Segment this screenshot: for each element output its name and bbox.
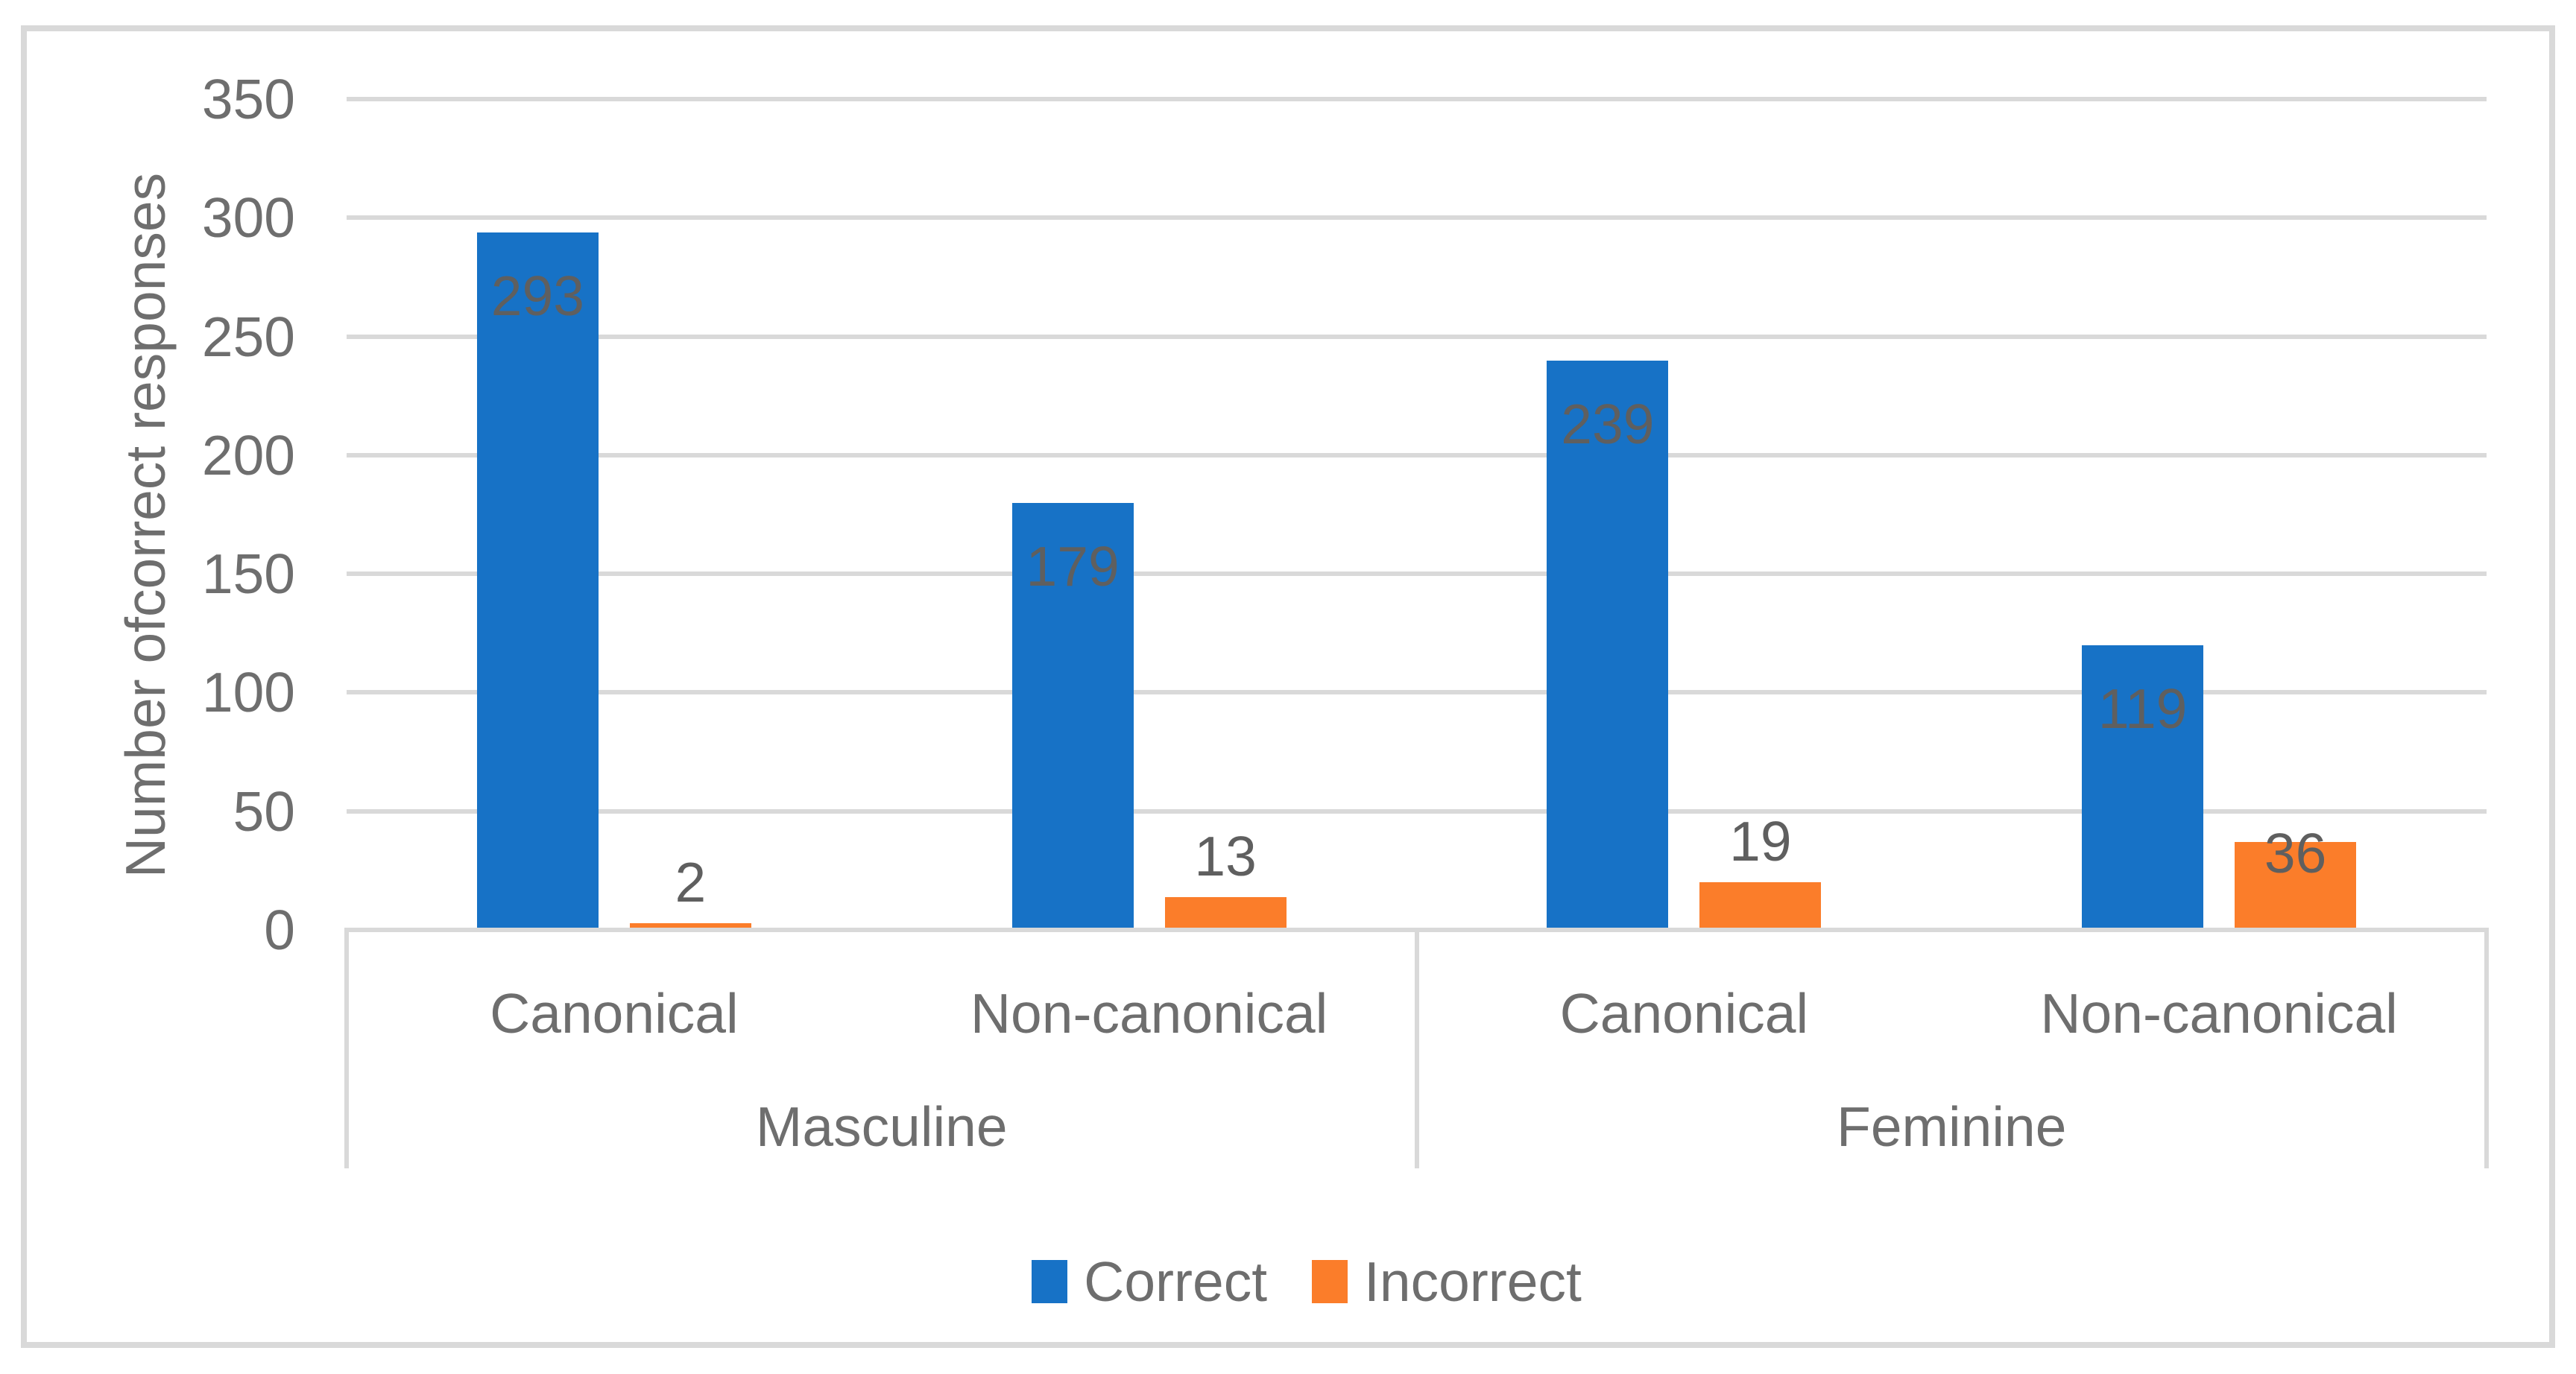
- data-label-incorrect-3: 36: [2264, 822, 2327, 885]
- y-tick-label-0: 0: [264, 899, 295, 961]
- data-label-correct-2: 239: [1561, 392, 1655, 455]
- gridline-150: [347, 572, 2487, 577]
- bar-incorrect-1: [1164, 896, 1287, 928]
- bar-incorrect-3: [2235, 842, 2357, 928]
- y-tick-label-300: 300: [201, 186, 295, 250]
- y-tick-label-50: 50: [233, 779, 295, 843]
- data-label-incorrect-0: 2: [675, 850, 707, 914]
- axis-divider-left: [344, 928, 349, 1168]
- y-tick-label-200: 200: [201, 423, 295, 487]
- category-label-0: Canonical: [490, 982, 739, 1045]
- category-label-2: Canonical: [1559, 982, 1809, 1045]
- bar-correct-0: [476, 232, 599, 928]
- gridline-50: [347, 808, 2487, 814]
- bar-incorrect-2: [1699, 882, 1822, 928]
- legend-swatch-incorrect: [1312, 1260, 1348, 1303]
- legend-label-correct: Correct: [1084, 1250, 1268, 1313]
- bar-correct-3: [2082, 645, 2204, 928]
- y-tick-label-250: 250: [201, 305, 295, 368]
- gridline-250: [347, 334, 2487, 339]
- gridline-300: [347, 215, 2487, 221]
- legend-swatch-correct: [1032, 1260, 1068, 1303]
- category-label-1: Non-canonical: [970, 982, 1328, 1045]
- plot-area: 293 179 239 119 2 13 19 36: [347, 97, 2487, 932]
- gridline-100: [347, 690, 2487, 695]
- legend-item-incorrect: Incorrect: [1312, 1250, 1582, 1313]
- group-label-masculine: Masculine: [755, 1095, 1008, 1158]
- gridline-200: [347, 452, 2487, 458]
- legend: Correct Incorrect: [19, 1250, 2576, 1313]
- axis-divider-middle: [1414, 928, 1419, 1168]
- data-label-incorrect-2: 19: [1729, 810, 1792, 873]
- data-label-correct-1: 179: [1026, 534, 1120, 598]
- y-tick-label-100: 100: [201, 661, 295, 724]
- figure-border: [21, 25, 2555, 1348]
- bar-correct-2: [1547, 360, 1669, 928]
- y-tick-label-350: 350: [201, 68, 295, 130]
- gridline-350: [347, 97, 2487, 101]
- y-tick-label-150: 150: [201, 542, 295, 606]
- axis-divider-right: [2484, 928, 2489, 1168]
- data-label-correct-3: 119: [2097, 677, 2188, 740]
- legend-item-correct: Correct: [1032, 1250, 1267, 1313]
- bar-correct-1: [1011, 502, 1134, 928]
- category-label-3: Non-canonical: [2040, 982, 2398, 1045]
- legend-label-incorrect: Incorrect: [1364, 1250, 1582, 1313]
- y-axis-title: Number ofcorrect responses: [114, 172, 177, 878]
- bar-incorrect-0: [629, 922, 751, 928]
- data-label-correct-0: 293: [490, 264, 584, 327]
- group-label-feminine: Feminine: [1837, 1095, 2067, 1158]
- data-label-incorrect-1: 13: [1194, 824, 1257, 887]
